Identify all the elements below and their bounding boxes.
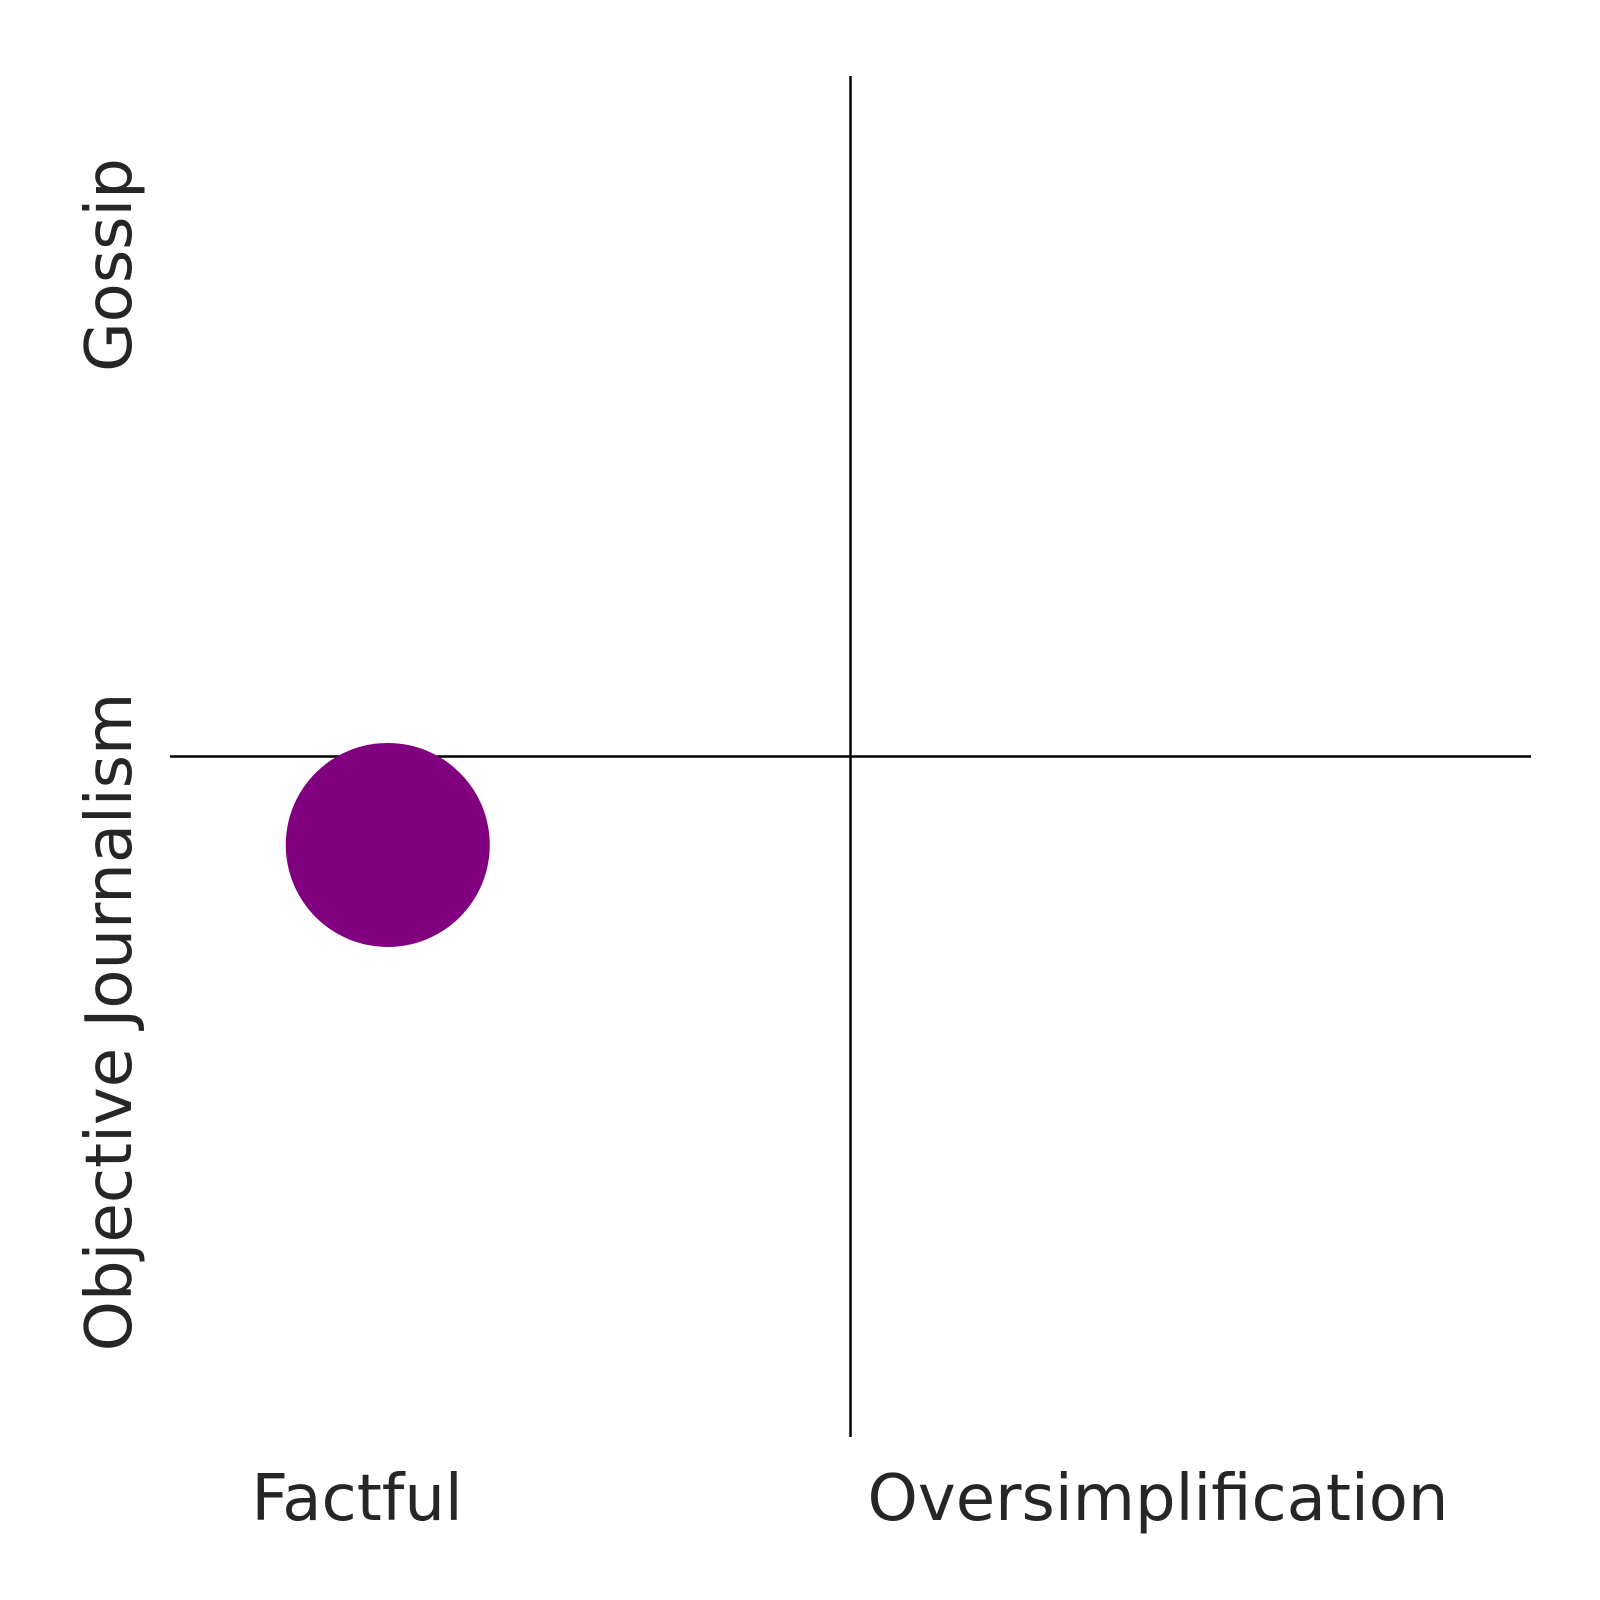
x-tick-label-oversimplification: Oversimplification: [868, 1462, 1449, 1536]
y-tick-label-gossip: Gossip: [73, 158, 147, 372]
x-tick-label-factful: Factful: [251, 1462, 462, 1536]
data-point-0: [285, 742, 490, 947]
y-tick-label-objective-journalism: Objective Journalism: [73, 693, 147, 1352]
data-points: [285, 742, 490, 947]
